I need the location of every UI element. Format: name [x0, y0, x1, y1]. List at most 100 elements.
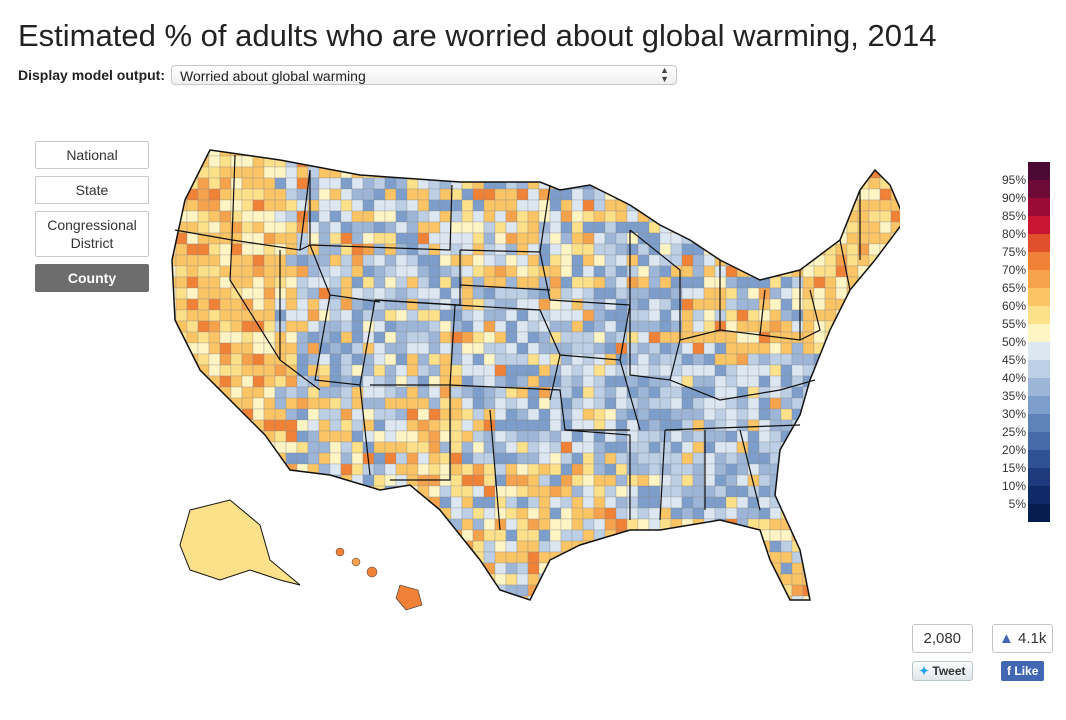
county-cell — [868, 375, 881, 388]
county-cell — [197, 210, 210, 223]
county-cell — [483, 485, 496, 498]
county-cell — [824, 254, 837, 267]
county-cell — [582, 441, 595, 454]
county-cell — [351, 199, 364, 212]
county-cell — [461, 419, 474, 432]
county-cell — [593, 276, 606, 289]
county-cell — [340, 573, 353, 586]
county-cell — [780, 320, 793, 333]
county-cell — [780, 441, 793, 454]
county-cell — [428, 507, 441, 520]
county-cell — [472, 430, 485, 443]
county-cell — [846, 496, 859, 509]
county-cell — [351, 150, 364, 157]
county-cell — [549, 320, 562, 333]
county-cell — [857, 408, 870, 421]
county-cell — [351, 265, 364, 278]
us-county-map[interactable] — [160, 130, 900, 620]
county-cell — [186, 320, 199, 333]
county-cell — [362, 177, 375, 190]
county-cell — [450, 463, 463, 476]
county-cell — [527, 232, 540, 245]
county-cell — [450, 562, 463, 575]
legend-swatch — [1028, 504, 1050, 522]
county-cell — [461, 397, 474, 410]
county-cell — [869, 607, 880, 618]
legend-swatch — [1028, 342, 1050, 360]
county-cell — [693, 607, 704, 618]
county-cell — [846, 397, 859, 410]
county-cell — [395, 265, 408, 278]
county-cell — [516, 342, 529, 355]
county-cell — [549, 529, 562, 542]
county-cell — [172, 529, 177, 542]
county-cell — [362, 276, 375, 289]
county-cell — [582, 254, 595, 267]
county-cell — [682, 607, 693, 618]
county-cell — [847, 607, 858, 618]
county-cell — [186, 397, 199, 410]
county-cell — [560, 221, 573, 234]
county-cell — [252, 298, 265, 311]
county-cell — [494, 243, 507, 256]
county-cell — [769, 540, 782, 553]
county-cell — [516, 243, 529, 256]
county-cell — [351, 430, 364, 443]
county-cell — [659, 199, 672, 212]
county-cell — [637, 309, 650, 322]
county-cell — [802, 518, 815, 531]
county-cell — [241, 254, 254, 267]
county-cell — [461, 210, 474, 223]
county-cell — [307, 298, 320, 311]
county-cell — [406, 551, 419, 564]
national-button[interactable]: National — [35, 141, 149, 169]
county-cell — [549, 430, 562, 443]
legend-label: 40% — [1001, 371, 1026, 385]
county-cell — [758, 463, 771, 476]
county-cell — [879, 221, 892, 234]
county-cell — [219, 463, 232, 476]
county-cell — [604, 150, 617, 157]
county-cell — [758, 243, 771, 256]
county-cell — [604, 386, 617, 399]
county-cell — [582, 375, 595, 388]
county-cell — [648, 496, 661, 509]
state-button[interactable]: State — [35, 176, 149, 204]
county-cell — [362, 155, 375, 168]
county-cell — [615, 177, 628, 190]
county-cell — [175, 397, 188, 410]
county-cell — [252, 584, 265, 597]
county-cell — [791, 595, 804, 600]
model-output-select[interactable]: Worried about global warming ▲ ▼ — [171, 65, 677, 85]
county-cell — [263, 353, 276, 366]
county-cell — [593, 243, 606, 256]
county-cell — [395, 353, 408, 366]
county-cell — [836, 607, 847, 618]
county-cell — [890, 232, 900, 245]
county-cell — [505, 441, 518, 454]
county-cell — [450, 452, 463, 465]
county-cell — [736, 529, 749, 542]
county-cell — [186, 441, 199, 454]
county-cell — [461, 221, 474, 234]
county-cell — [681, 177, 694, 190]
county-cell — [670, 485, 683, 498]
county-button[interactable]: County — [35, 264, 149, 292]
legend-swatch — [1028, 306, 1050, 324]
county-cell — [868, 496, 881, 509]
county-cell — [373, 408, 386, 421]
county-cell — [549, 254, 562, 267]
like-button[interactable]: f Like — [1001, 661, 1045, 681]
county-cell — [846, 320, 859, 333]
county-cell — [329, 298, 342, 311]
congressional-district-button[interactable]: Congressional District — [35, 211, 149, 257]
county-cell — [736, 595, 749, 600]
county-cell — [373, 210, 386, 223]
tweet-button[interactable]: ✦ Tweet — [912, 661, 973, 681]
county-cell — [219, 441, 232, 454]
county-cell — [516, 276, 529, 289]
county-cell — [505, 210, 518, 223]
county-cell — [472, 474, 485, 487]
county-cell — [736, 166, 749, 179]
county-cell — [208, 342, 221, 355]
